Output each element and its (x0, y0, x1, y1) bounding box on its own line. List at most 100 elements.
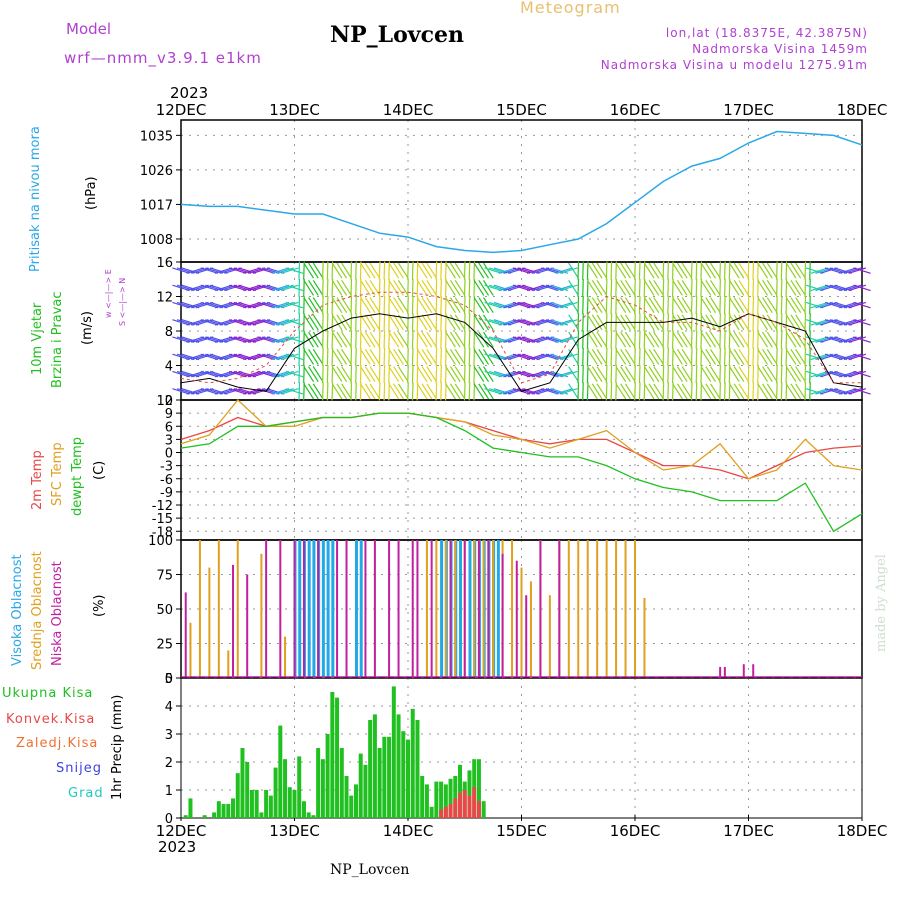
wind-barb (667, 261, 669, 280)
wind-barb (440, 313, 442, 332)
precip-bar-0 (221, 804, 226, 818)
wind-barb (421, 348, 433, 365)
wind-barb (568, 331, 579, 348)
wind-barb (397, 348, 409, 365)
legend-convective: Konvek.Kisa (6, 712, 96, 727)
x-tick-label-bottom: 12DEC (156, 822, 207, 840)
wind-barb (326, 347, 329, 366)
wind-barb (809, 313, 811, 332)
wind-barb (804, 261, 807, 280)
y-tick-label: 6 (165, 420, 173, 435)
wind-barb (638, 261, 641, 280)
wind-barb (605, 278, 608, 297)
wind-barb (421, 297, 433, 314)
wind-barb (824, 388, 843, 395)
wind-barb (426, 297, 438, 314)
wind-barb (421, 314, 433, 331)
wind-barb (463, 382, 466, 401)
wind-barb (809, 347, 811, 366)
wind-barb (526, 319, 545, 326)
wind-barb (780, 382, 783, 401)
legend-freezing: Zaledj.Kisa (16, 736, 99, 751)
wind-barb (388, 366, 400, 383)
wind-barb (498, 301, 517, 309)
wind-barb (186, 301, 204, 309)
wind-barb (214, 284, 233, 292)
wind-barb (360, 314, 371, 331)
precip-bar-0 (476, 759, 481, 818)
y-tick-label: 12 (156, 394, 173, 409)
precip-bar-0 (188, 798, 193, 818)
precip-bar-1 (467, 795, 472, 818)
wind-barb (200, 301, 219, 309)
precip-bar-0 (240, 748, 245, 818)
precip-bar-0 (406, 739, 410, 818)
wind-barb (541, 353, 559, 361)
wind-barb (591, 348, 603, 365)
cloud-bar-mid (189, 622, 192, 678)
wind-barb (591, 314, 603, 331)
wind-barb (738, 279, 750, 296)
wind-barb (393, 279, 404, 296)
cloud-bar-mid (634, 540, 636, 678)
wind-barb (454, 348, 466, 365)
precip-bar-0 (349, 795, 354, 818)
wind-barb (449, 297, 461, 314)
wind-barb (445, 383, 456, 400)
cloud-bar-low (388, 540, 391, 678)
wind-barb (810, 388, 829, 395)
wind-barb (582, 296, 584, 315)
wind-barb (271, 353, 290, 361)
x-tick-label-bottom: 13DEC (269, 822, 320, 840)
wind-barb (780, 296, 783, 315)
wind-barb (498, 336, 517, 343)
wind-barb (331, 262, 343, 279)
wind-barb (468, 330, 471, 349)
wind-barb (605, 382, 608, 401)
wind-barb (411, 382, 414, 401)
precip-bar-0 (396, 714, 401, 818)
wind-barb (610, 330, 613, 349)
wind-barb (577, 278, 580, 297)
cloud-bar-mid (529, 581, 532, 678)
precip-bar-0 (306, 812, 311, 818)
wind-barb (257, 370, 275, 378)
wind-barb (810, 336, 829, 343)
wind-barb (421, 262, 433, 279)
wind-barb (355, 347, 357, 366)
wind-barb (555, 319, 573, 326)
wind-barb (728, 262, 740, 279)
wind-barb (747, 261, 750, 280)
temp-line-1 (180, 399, 863, 480)
wind-barb (378, 313, 381, 332)
wind-barb (228, 301, 247, 309)
wind-barb (615, 279, 627, 296)
wind-barb (620, 383, 631, 400)
wind-barb (824, 301, 843, 309)
wind-barb (312, 383, 324, 400)
y-tick-label: 3 (165, 728, 173, 743)
wind-barb (483, 297, 494, 314)
wind-barb (214, 388, 233, 395)
wind-barb (733, 297, 745, 314)
lonlat: lon,lat (18.8375E, 42.3875N) (665, 26, 868, 40)
wind-barb (228, 284, 247, 292)
wind-barb (243, 284, 261, 292)
precip-bar-1 (448, 804, 453, 818)
wind-barb (326, 365, 329, 384)
wind-barb (454, 366, 466, 383)
wind-barb (853, 370, 871, 378)
wind-barb (541, 267, 559, 274)
wind-barb (848, 284, 867, 292)
wind-barb (776, 296, 778, 315)
wind-barb (243, 301, 261, 309)
wind-barb (620, 366, 631, 383)
wind-barb (738, 348, 750, 365)
wind-barb (785, 279, 797, 296)
cloud-bar-mid (482, 540, 485, 678)
wind-barb (407, 330, 409, 349)
wind-barb (498, 284, 517, 292)
wind-barb (440, 382, 442, 401)
wind-barb (582, 278, 584, 297)
wind-barb (747, 278, 750, 297)
